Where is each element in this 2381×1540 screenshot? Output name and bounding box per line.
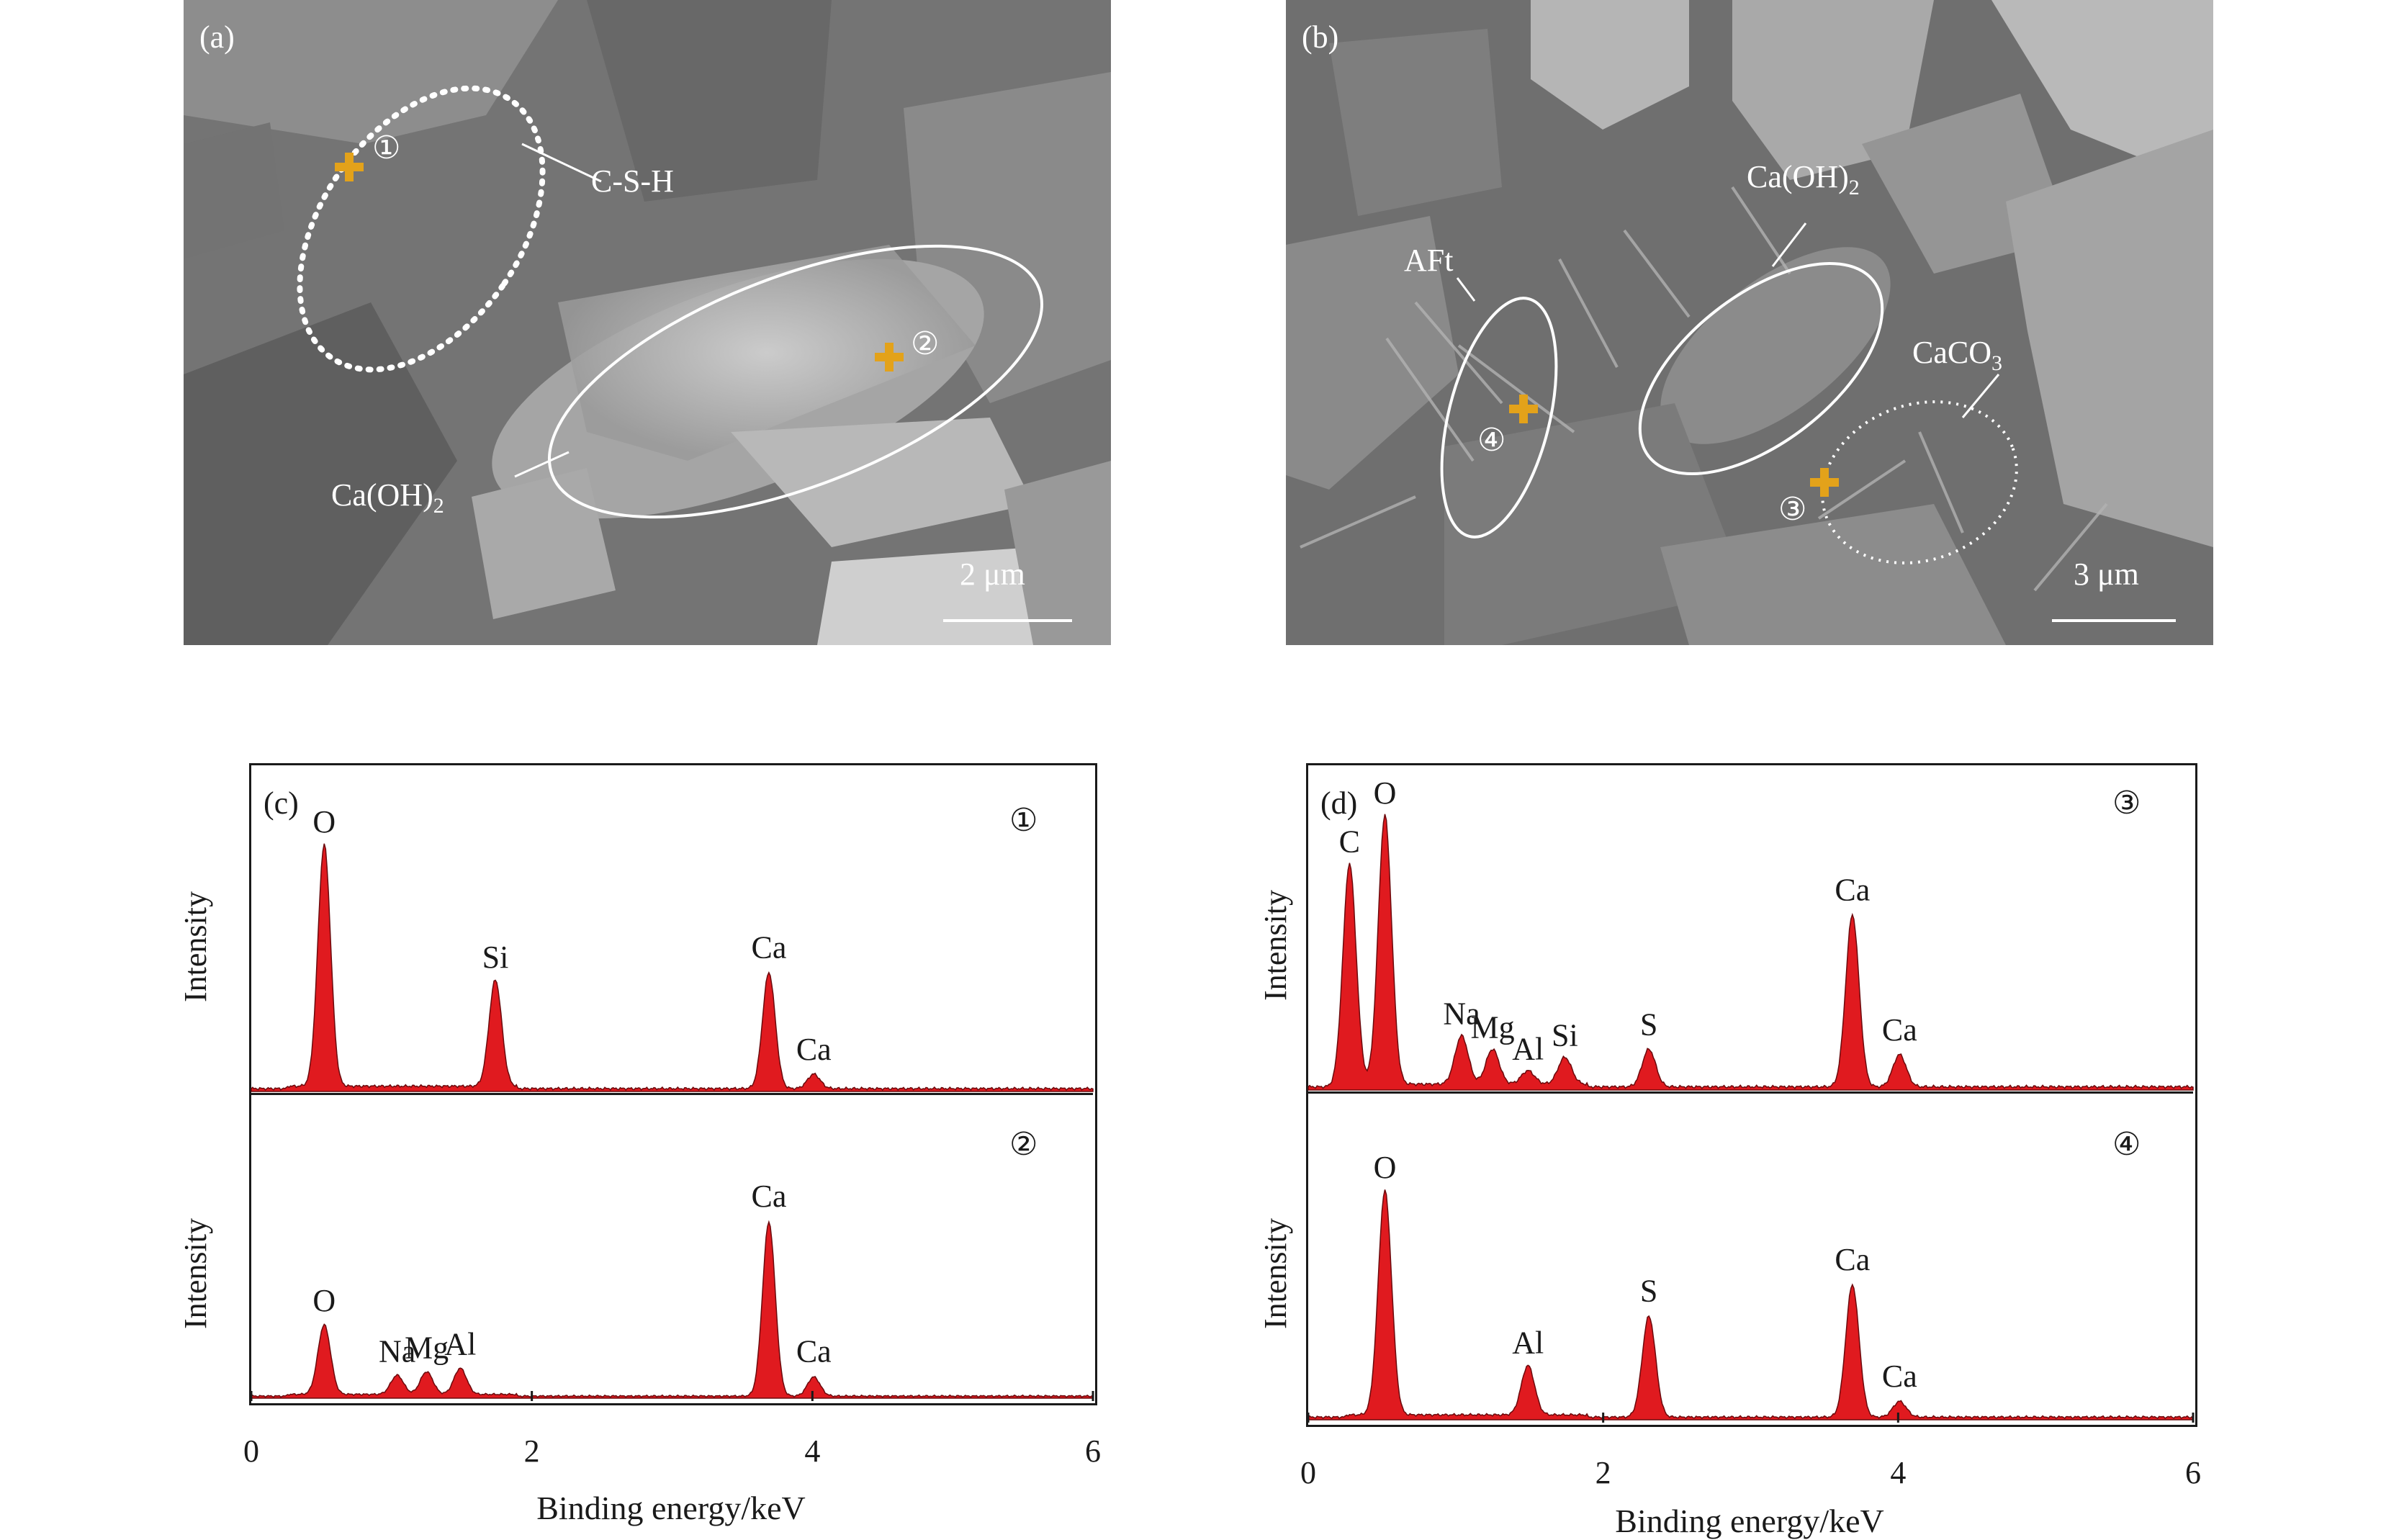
caoh2-leader-line-b bbox=[1771, 222, 1807, 267]
y-axis-label-c-bottom: Intensity bbox=[178, 1218, 213, 1329]
x-axis-title-d: Binding energy/keV bbox=[1615, 1503, 1884, 1539]
label-caoh2-b-main: Ca(OH) bbox=[1747, 159, 1849, 194]
peak-label-mg: Mg bbox=[405, 1330, 449, 1366]
peak-label-o: O bbox=[312, 804, 336, 839]
label-point2: ② bbox=[911, 326, 940, 361]
label-caoh2-b-sub: 2 bbox=[1848, 175, 1860, 199]
aft-region-outline bbox=[1440, 297, 1558, 539]
sem-image-b: (b) ③ ④ AFt Ca(OH)2 CaCO3 3 μm bbox=[1286, 0, 2213, 645]
peak-label-s: S bbox=[1640, 1007, 1657, 1043]
label-point1: ① bbox=[372, 130, 401, 166]
peak-label-al: Al bbox=[1512, 1325, 1544, 1360]
peak-label-ca: Ca bbox=[1835, 873, 1870, 908]
x-axis-title-c: Binding energy/keV bbox=[536, 1490, 806, 1526]
label-caoh2-a-main: Ca(OH) bbox=[331, 477, 433, 513]
sem-image-a: (a) ① ② C-S-H Ca(OH)2 2 μm bbox=[184, 0, 1111, 645]
series-label-3: ③ bbox=[2112, 785, 2141, 821]
x-axis-tick-label: 2 bbox=[1595, 1455, 1611, 1490]
peak-label-c: C bbox=[1339, 824, 1360, 859]
caoh2-region-outline-a bbox=[548, 244, 1043, 519]
spectrum-series-2 bbox=[1307, 1189, 2194, 1420]
scale-bar-b-label: 3 μm bbox=[2074, 557, 2139, 592]
eds-frame-c bbox=[249, 763, 1097, 1405]
aft-leader-line bbox=[1456, 277, 1476, 302]
peak-label-s: S bbox=[1640, 1274, 1657, 1309]
x-axis-tick-label: 4 bbox=[1890, 1455, 1906, 1490]
peak-label-o: O bbox=[1374, 775, 1397, 811]
peak-label-si: Si bbox=[1552, 1018, 1578, 1053]
label-csh: C-S-H bbox=[591, 163, 674, 199]
marker-point1 bbox=[335, 153, 364, 181]
peak-label-o: O bbox=[312, 1283, 336, 1318]
panel-letter-c: (c) bbox=[264, 785, 299, 821]
peak-label-ca: Ca bbox=[1882, 1012, 1917, 1048]
caco3-leader-line bbox=[1961, 374, 2000, 418]
sem-texture-b bbox=[1286, 0, 2213, 645]
caoh2-leader-line-a bbox=[514, 451, 570, 478]
peak-label-al: Al bbox=[1512, 1031, 1544, 1066]
label-aft: AFt bbox=[1404, 243, 1454, 278]
eds-divider-d bbox=[1308, 1091, 2193, 1094]
peak-label-na: Na bbox=[1443, 996, 1480, 1032]
spectrum-series-2 bbox=[251, 1220, 1094, 1399]
y-axis-label-d-bottom: Intensity bbox=[1258, 1218, 1293, 1329]
peak-label-ca: Ca bbox=[1882, 1359, 1917, 1394]
peak-label-o: O bbox=[1374, 1150, 1397, 1185]
csh-region-outline bbox=[297, 85, 546, 373]
panel-letter-d: (d) bbox=[1320, 785, 1358, 821]
spectrum-series-1 bbox=[1307, 814, 2194, 1091]
peak-label-ca: Ca bbox=[751, 1179, 786, 1214]
x-axis-tick-label: 2 bbox=[524, 1433, 540, 1469]
spectrum-series-1 bbox=[251, 843, 1094, 1092]
label-caco3: CaCO3 bbox=[1912, 334, 2002, 376]
peak-label-ca: Ca bbox=[796, 1333, 832, 1369]
label-caoh2-a: Ca(OH)2 bbox=[331, 477, 444, 518]
series-label-2: ② bbox=[1009, 1127, 1038, 1162]
series-label-4: ④ bbox=[2112, 1127, 2141, 1162]
marker-point4 bbox=[1509, 395, 1538, 423]
x-axis-tick-label: 0 bbox=[243, 1433, 259, 1469]
y-axis-label-c-top: Intensity bbox=[178, 891, 213, 1002]
label-point3: ③ bbox=[1778, 492, 1807, 527]
peak-label-na: Na bbox=[379, 1333, 415, 1369]
x-axis-tick-label: 6 bbox=[1085, 1433, 1101, 1469]
y-axis-label-d-top: Intensity bbox=[1258, 890, 1293, 1001]
caoh2-region-outline-b bbox=[1638, 261, 1884, 476]
label-caoh2-a-sub: 2 bbox=[433, 493, 444, 518]
label-caco3-sub: 3 bbox=[1991, 351, 2002, 375]
sem-overlay-b bbox=[1440, 222, 2176, 622]
sem-overlay-a bbox=[297, 85, 1072, 622]
peak-label-ca: Ca bbox=[1835, 1242, 1870, 1277]
label-point4: ④ bbox=[1477, 423, 1506, 458]
eds-frame-d bbox=[1306, 763, 2197, 1427]
series-label-1: ① bbox=[1009, 803, 1038, 838]
sem-texture-a bbox=[184, 0, 1111, 645]
peak-label-al: Al bbox=[444, 1327, 476, 1362]
scale-bar-a-label: 2 μm bbox=[960, 557, 1025, 592]
csh-leader-line bbox=[521, 143, 602, 183]
marker-point2 bbox=[875, 343, 904, 372]
peak-label-ca: Ca bbox=[796, 1032, 832, 1067]
x-axis-tick-label: 0 bbox=[1300, 1455, 1316, 1490]
x-axis-tick-label: 4 bbox=[804, 1433, 820, 1469]
marker-point3 bbox=[1810, 468, 1839, 497]
x-axis-tick-label: 6 bbox=[2185, 1455, 2201, 1490]
panel-letter-a: (a) bbox=[199, 19, 235, 55]
peak-label-ca: Ca bbox=[751, 930, 786, 965]
peak-label-mg: Mg bbox=[1470, 1009, 1514, 1045]
label-caco3-main: CaCO bbox=[1912, 335, 1991, 370]
label-caoh2-b: Ca(OH)2 bbox=[1747, 158, 1860, 200]
panel-letter-b: (b) bbox=[1302, 19, 1339, 55]
eds-divider-c bbox=[251, 1093, 1093, 1095]
peak-label-si: Si bbox=[482, 940, 509, 975]
